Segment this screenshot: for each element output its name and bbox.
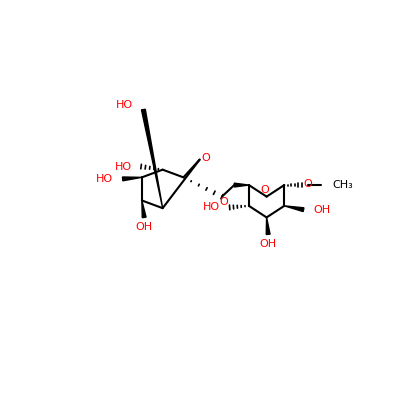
Text: OH: OH [260,238,277,248]
Polygon shape [284,206,304,212]
Text: O: O [201,153,210,163]
Text: HO: HO [96,174,113,184]
Text: HO: HO [115,162,132,172]
Text: HO: HO [203,202,220,212]
Text: OH: OH [314,205,331,215]
Text: CH₃: CH₃ [333,180,354,190]
Text: O: O [220,197,229,207]
Polygon shape [142,200,146,218]
Text: O: O [261,186,270,196]
Polygon shape [266,218,270,234]
Polygon shape [142,109,163,208]
Text: O: O [304,178,312,188]
Text: HO: HO [116,100,133,110]
Polygon shape [122,177,142,181]
Text: OH: OH [136,222,153,232]
Polygon shape [234,183,249,187]
